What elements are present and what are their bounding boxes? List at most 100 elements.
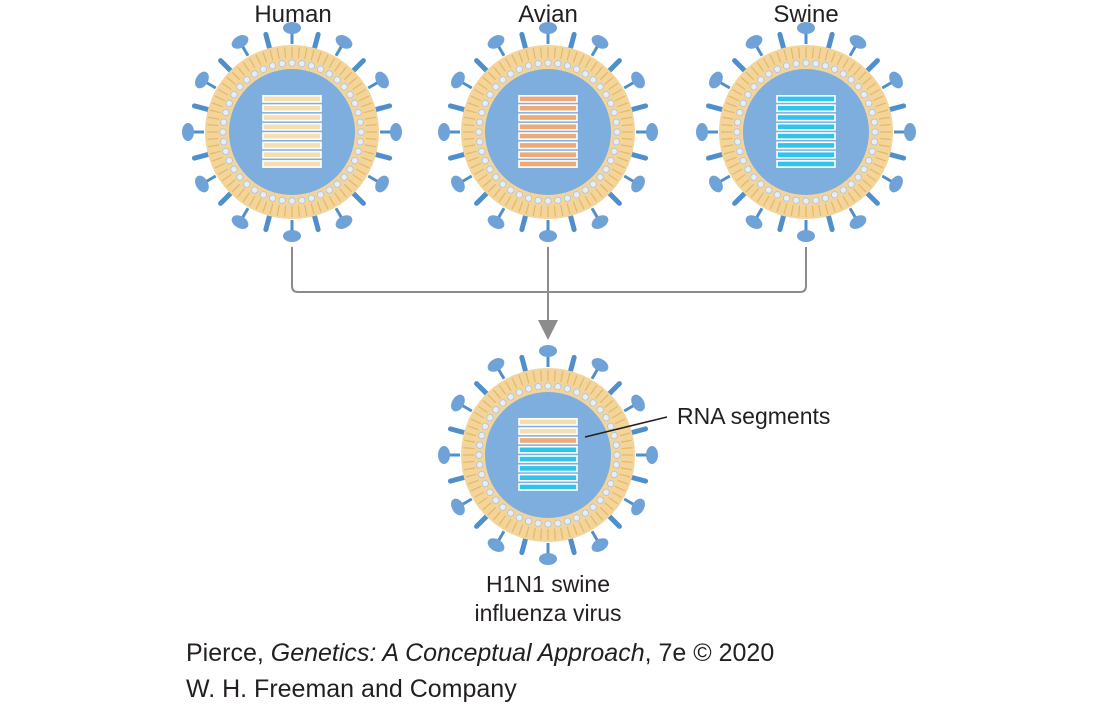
rna-segment [776,141,836,150]
spike-head [696,123,708,141]
spike-stem [623,174,636,184]
spike-head [591,538,609,552]
lipid-bilayer-lines [463,370,633,540]
rna-segment [776,113,836,122]
spike-stem [496,44,506,57]
spike-head [889,175,903,193]
spike-head [283,230,301,242]
spike-stem [367,80,380,90]
spike-stem [590,44,600,57]
virus-avian [438,22,658,242]
spike-stem [367,174,380,184]
rna-segment [776,104,836,113]
spike-head [231,215,249,229]
spike-head [591,358,609,372]
spike-head [591,215,609,229]
spike-head [390,123,402,141]
spike-head [335,35,353,49]
spike-head [709,71,723,89]
rna-segment [518,150,578,159]
spike-head [487,358,505,372]
spike-stem [334,44,344,57]
credit-publisher: W. H. Freeman and Company [186,675,517,703]
rna-segment [518,95,578,103]
virus-h1n1 [438,345,658,565]
spike-head [195,71,209,89]
spike-head [335,215,353,229]
spike-head [375,175,389,193]
rna-segment [776,122,836,131]
viral-core [485,392,611,518]
rna-segment-stack [776,95,836,168]
spike-head [438,446,450,464]
spike-head [487,538,505,552]
label-swine: Swine [773,1,838,28]
callout-line [584,416,668,438]
spike-head [631,175,645,193]
rna-segment [518,141,578,150]
lipid-bilayer-lines [463,47,633,217]
spike-head [451,498,465,516]
spike-stem [460,80,473,90]
spike-head [631,498,645,516]
rna-segment-stack [518,417,578,491]
spike-head [631,71,645,89]
rna-segment [262,104,322,113]
spike-head [539,345,557,357]
rna-segment [262,160,322,168]
rna-segment [776,95,836,103]
spike-head [231,35,249,49]
rna-segment [262,113,322,122]
rna-segment [518,483,578,491]
matrix-protein-ring [475,382,621,528]
matrix-protein-ring [475,59,621,205]
rna-segment [518,113,578,122]
spike-head [451,71,465,89]
virus-human [182,22,402,242]
credit-line-1: Pierce, Genetics: A Conceptual Approach,… [186,638,774,668]
spike-head [646,123,658,141]
spike-stem [881,80,894,90]
viral-core [229,69,355,195]
spike-head [539,22,557,34]
spike-head [709,175,723,193]
lipid-bilayer-lines [721,47,891,217]
spike-stem [623,80,636,90]
spike-stem [718,80,731,90]
spike-head [283,22,301,34]
credit-author: Pierce, [186,639,271,667]
spike-stem [881,174,894,184]
spike-head [889,71,903,89]
rna-segment [518,132,578,140]
spike-head [451,175,465,193]
rna-segment [518,473,578,482]
spike-head [745,35,763,49]
spike-head [195,175,209,193]
rna-segment [518,104,578,113]
rna-segment [776,160,836,168]
rna-segment [518,445,578,454]
label-h1n1-line2: influenza virus [474,600,621,626]
rna-segment [262,95,322,103]
reassortment-connector [291,247,807,340]
virus-swine [696,22,916,242]
viral-core [485,69,611,195]
spike-head [487,215,505,229]
rna-segment-stack [262,95,322,168]
credit-line-2: W. H. Freeman and Company [186,674,517,704]
rna-segment [776,150,836,159]
spike-head [745,215,763,229]
rna-segment [262,132,322,140]
spike-head [904,123,916,141]
spike-head [451,394,465,412]
label-avian: Avian [518,1,578,28]
spike-head [646,446,658,464]
rna-segment [518,436,578,445]
matrix-protein-ring [219,59,365,205]
spike-stem [240,44,250,57]
rna-segment [518,455,578,463]
rna-segment [518,427,578,436]
lipid-bilayer-lines [207,47,377,217]
rna-segment-stack [518,95,578,168]
